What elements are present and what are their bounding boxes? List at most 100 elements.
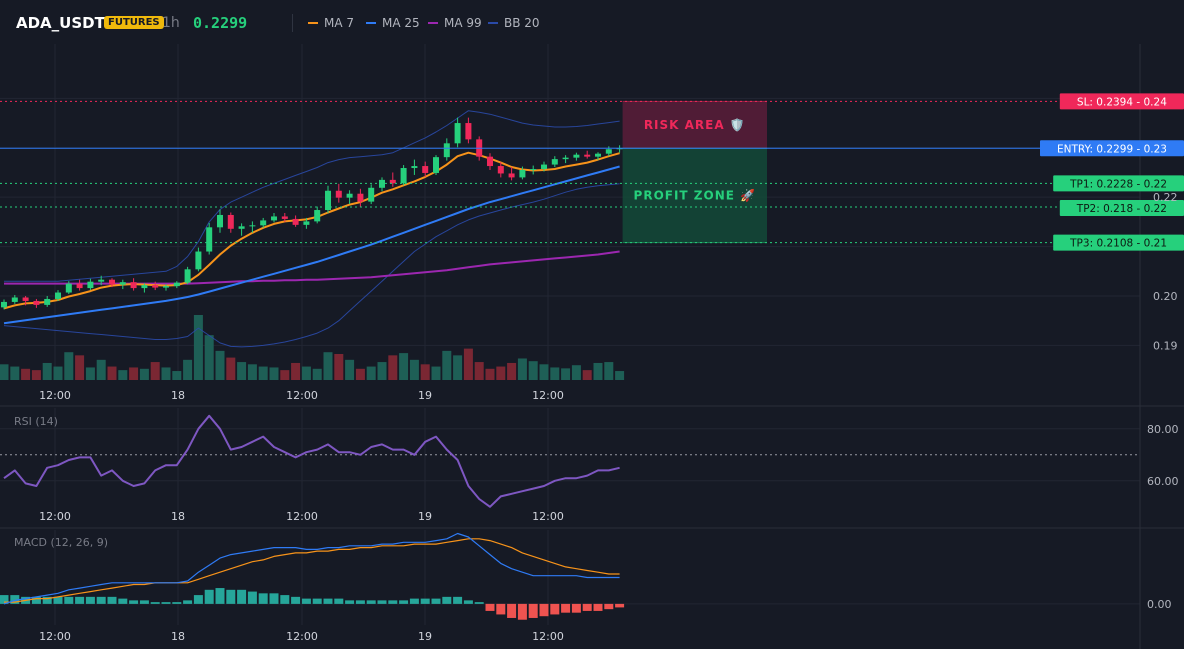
price-tick-label: 0.22 bbox=[1153, 191, 1178, 204]
volume-bar bbox=[571, 365, 581, 380]
volume-bar bbox=[539, 364, 549, 380]
macd-hist-bar bbox=[139, 600, 149, 604]
volume-bar bbox=[42, 362, 52, 380]
macd-hist-bar bbox=[528, 603, 538, 618]
candle-body bbox=[314, 210, 321, 222]
rsi-tick-label: 80.00 bbox=[1147, 423, 1179, 436]
candle-body bbox=[206, 227, 213, 252]
candle-body bbox=[119, 282, 126, 285]
candle-body bbox=[109, 279, 115, 285]
candle-body bbox=[55, 292, 61, 299]
macd-hist-bar bbox=[377, 600, 387, 604]
candle-body bbox=[519, 170, 526, 178]
risk-area-label: RISK AREA 🛡️ bbox=[644, 118, 746, 132]
candlesticks bbox=[1, 117, 623, 310]
volume-bar bbox=[193, 315, 203, 380]
volume-bar bbox=[301, 366, 311, 380]
timeframe-selector[interactable]: 1h bbox=[162, 15, 180, 31]
candle-body bbox=[411, 166, 418, 169]
legend-ma7[interactable]: MA 7 bbox=[308, 16, 354, 30]
candle-body bbox=[573, 154, 580, 158]
volume-bar bbox=[269, 367, 279, 380]
macd-hist-bar bbox=[399, 600, 409, 604]
candle-body bbox=[443, 143, 450, 158]
candle-body bbox=[65, 283, 72, 293]
bb-lower-line bbox=[3, 183, 620, 348]
level-label: ENTRY: 0.2299 - 0.23 bbox=[1057, 143, 1167, 155]
macd-hist-bar bbox=[75, 596, 85, 604]
candle-body bbox=[271, 216, 277, 221]
time-tick-label: 12:00 bbox=[286, 510, 318, 523]
macd-hist-bar bbox=[258, 593, 268, 604]
volume-bar bbox=[96, 359, 106, 380]
futures-badge: FUTURES bbox=[104, 16, 164, 29]
last-price: 0.2299 bbox=[193, 14, 248, 32]
rsi-title: RSI (14) bbox=[14, 415, 58, 428]
macd-hist-bar bbox=[485, 603, 495, 611]
legend-bb20[interactable]: BB 20 bbox=[488, 16, 540, 30]
macd-hist-bar bbox=[118, 598, 128, 604]
candle-body bbox=[562, 157, 569, 160]
level-label: TP1: 0.2228 - 0.22 bbox=[1069, 178, 1167, 190]
macd-line bbox=[3, 532, 620, 605]
candle-body bbox=[76, 283, 83, 289]
volume-bar bbox=[388, 355, 398, 380]
volume-bar bbox=[247, 364, 257, 380]
level-tag bbox=[1040, 140, 1184, 157]
candle-body bbox=[44, 298, 51, 305]
macd-hist-bar bbox=[107, 596, 117, 604]
legend-ma99[interactable]: MA 99 bbox=[428, 16, 482, 30]
volume-bar bbox=[528, 361, 538, 380]
volume-bar bbox=[129, 367, 139, 380]
rsi-tick-label: 60.00 bbox=[1147, 475, 1179, 488]
volume-bar bbox=[420, 364, 430, 380]
macd-hist-bar bbox=[226, 589, 236, 604]
candle-body bbox=[508, 173, 515, 178]
macd-hist-bar bbox=[345, 600, 355, 604]
candle-body bbox=[249, 225, 256, 227]
volume-bar bbox=[139, 368, 149, 380]
time-tick-label: 18 bbox=[171, 630, 185, 643]
candle-body bbox=[227, 214, 234, 229]
profit-zone-label: PROFIT ZONE 🚀 bbox=[634, 188, 757, 202]
candle-body bbox=[22, 297, 29, 301]
candle-body bbox=[325, 190, 331, 211]
candle-body bbox=[487, 156, 493, 167]
header-divider bbox=[292, 14, 293, 32]
level-tag bbox=[1053, 234, 1184, 251]
macd-hist-bar bbox=[507, 603, 517, 618]
legend-ma25[interactable]: MA 25 bbox=[366, 16, 420, 30]
volume-bar bbox=[118, 370, 128, 380]
macd-hist-bar bbox=[215, 588, 225, 604]
macd-hist-bar bbox=[431, 598, 441, 604]
volume-bar bbox=[183, 359, 193, 380]
price-levels: SL: 0.2394 - 0.24 ENTRY: 0.2299 - 0.23 TP1… bbox=[0, 93, 1184, 251]
macd-hist-bar bbox=[53, 596, 63, 604]
macd-hist-bar bbox=[420, 598, 430, 604]
macd-hist-bar bbox=[42, 596, 52, 604]
time-tick-label: 12:00 bbox=[39, 510, 71, 523]
level-tag bbox=[1059, 93, 1184, 110]
macd-hist-bar bbox=[0, 595, 9, 604]
candle-body bbox=[141, 285, 148, 289]
macd-hist-bar bbox=[291, 596, 301, 604]
volume-bar bbox=[75, 355, 85, 380]
legend-swatch bbox=[488, 22, 498, 24]
candle-body bbox=[335, 190, 342, 198]
bollinger-bands bbox=[3, 110, 620, 348]
candle-body bbox=[422, 166, 429, 173]
ma7-line bbox=[3, 151, 620, 310]
volume-bars bbox=[0, 315, 625, 380]
macd-hist-bar bbox=[247, 591, 257, 604]
macd-hist-bar bbox=[150, 602, 160, 604]
volume-bar bbox=[334, 354, 344, 380]
macd-hist-bar bbox=[312, 598, 322, 604]
time-tick-label: 12:00 bbox=[39, 630, 71, 643]
legend-label: MA 25 bbox=[382, 16, 420, 30]
candle-body bbox=[433, 157, 439, 173]
candle-body bbox=[605, 149, 612, 154]
symbol-title[interactable]: ADA_USDT bbox=[16, 14, 105, 32]
macd-hist-bar bbox=[474, 602, 484, 604]
moving-averages bbox=[3, 151, 620, 325]
